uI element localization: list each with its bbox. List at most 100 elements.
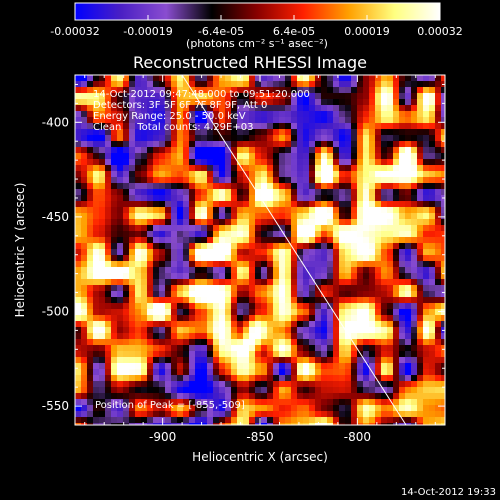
heatmap-cell bbox=[201, 381, 207, 387]
heatmap-cell bbox=[99, 393, 105, 399]
heatmap-cell bbox=[417, 93, 423, 99]
heatmap-cell bbox=[213, 81, 219, 87]
heatmap-cell bbox=[381, 345, 387, 351]
heatmap-cell bbox=[435, 225, 441, 231]
heatmap-cell bbox=[363, 339, 369, 345]
heatmap-cell bbox=[381, 315, 387, 321]
heatmap-cell bbox=[393, 303, 399, 309]
heatmap-cell bbox=[399, 375, 405, 381]
heatmap-cell bbox=[141, 99, 147, 105]
heatmap-cell bbox=[177, 105, 183, 111]
heatmap-cell bbox=[363, 423, 369, 425]
heatmap-cell bbox=[231, 249, 237, 255]
heatmap-cell bbox=[177, 267, 183, 273]
heatmap-cell bbox=[363, 123, 369, 129]
heatmap-cell bbox=[339, 261, 345, 267]
heatmap-cell bbox=[405, 321, 411, 327]
heatmap-cell bbox=[399, 321, 405, 327]
heatmap-cell bbox=[177, 219, 183, 225]
heatmap-cell bbox=[345, 93, 351, 99]
heatmap-cell bbox=[213, 189, 219, 195]
heatmap-cell bbox=[249, 315, 255, 321]
heatmap-cell bbox=[255, 201, 261, 207]
heatmap-cell bbox=[147, 219, 153, 225]
heatmap-cell bbox=[315, 99, 321, 105]
heatmap-cell bbox=[153, 273, 159, 279]
heatmap-cell bbox=[117, 309, 123, 315]
heatmap-cell bbox=[417, 159, 423, 165]
heatmap-cell bbox=[429, 225, 435, 231]
heatmap-cell bbox=[219, 195, 225, 201]
heatmap-cell bbox=[165, 207, 171, 213]
heatmap-cell bbox=[435, 285, 441, 291]
heatmap-cell bbox=[243, 285, 249, 291]
heatmap-cell bbox=[333, 255, 339, 261]
heatmap-cell bbox=[99, 87, 105, 93]
heatmap-cell bbox=[381, 75, 387, 81]
heatmap-cell bbox=[141, 93, 147, 99]
heatmap-cell bbox=[183, 423, 189, 425]
heatmap-cell bbox=[333, 231, 339, 237]
heatmap-cell bbox=[279, 231, 285, 237]
heatmap-cell bbox=[339, 123, 345, 129]
heatmap-cell bbox=[177, 297, 183, 303]
heatmap-cell bbox=[207, 129, 213, 135]
heatmap-cell bbox=[87, 99, 93, 105]
heatmap-cell bbox=[249, 273, 255, 279]
heatmap-cell bbox=[363, 363, 369, 369]
heatmap-cell bbox=[105, 171, 111, 177]
heatmap-cell bbox=[225, 315, 231, 321]
heatmap-cell bbox=[99, 375, 105, 381]
heatmap-cell bbox=[261, 399, 267, 405]
heatmap-cell bbox=[147, 213, 153, 219]
heatmap-cell bbox=[261, 351, 267, 357]
heatmap-cell bbox=[393, 405, 399, 411]
heatmap-cell bbox=[351, 351, 357, 357]
heatmap-cell bbox=[375, 219, 381, 225]
heatmap-cell bbox=[351, 75, 357, 81]
heatmap-cell bbox=[171, 303, 177, 309]
heatmap-cell bbox=[93, 405, 99, 411]
heatmap-cell bbox=[351, 297, 357, 303]
heatmap-cell bbox=[153, 159, 159, 165]
heatmap-cell bbox=[405, 129, 411, 135]
heatmap-cell bbox=[291, 273, 297, 279]
heatmap-cell bbox=[423, 225, 429, 231]
heatmap-cell bbox=[177, 291, 183, 297]
heatmap-cell bbox=[261, 189, 267, 195]
heatmap-cell bbox=[213, 111, 219, 117]
heatmap-cell bbox=[303, 129, 309, 135]
heatmap-cell bbox=[393, 129, 399, 135]
heatmap-cell bbox=[435, 381, 441, 387]
heatmap-cell bbox=[375, 309, 381, 315]
heatmap-cell bbox=[243, 129, 249, 135]
heatmap-cell bbox=[147, 339, 153, 345]
heatmap-cell bbox=[375, 99, 381, 105]
heatmap-cell bbox=[327, 219, 333, 225]
heatmap-cell bbox=[117, 423, 123, 425]
heatmap-cell bbox=[429, 387, 435, 393]
heatmap-cell bbox=[231, 333, 237, 339]
heatmap-cell bbox=[339, 105, 345, 111]
heatmap-cell bbox=[279, 171, 285, 177]
heatmap-cell bbox=[393, 375, 399, 381]
heatmap-cell bbox=[117, 213, 123, 219]
heatmap-cell bbox=[315, 189, 321, 195]
heatmap-cell bbox=[393, 189, 399, 195]
heatmap-cell bbox=[369, 315, 375, 321]
heatmap-cell bbox=[369, 231, 375, 237]
heatmap-cell bbox=[309, 369, 315, 375]
heatmap-cell bbox=[411, 243, 417, 249]
heatmap-cell bbox=[363, 345, 369, 351]
heatmap-cell bbox=[267, 279, 273, 285]
heatmap-cell bbox=[381, 165, 387, 171]
heatmap-cell bbox=[273, 309, 279, 315]
heatmap-cell bbox=[399, 279, 405, 285]
heatmap-cell bbox=[225, 357, 231, 363]
heatmap-cell bbox=[333, 333, 339, 339]
heatmap-cell bbox=[255, 399, 261, 405]
heatmap-cell bbox=[189, 303, 195, 309]
heatmap-cell bbox=[195, 393, 201, 399]
heatmap-cell bbox=[237, 177, 243, 183]
heatmap-cell bbox=[219, 123, 225, 129]
